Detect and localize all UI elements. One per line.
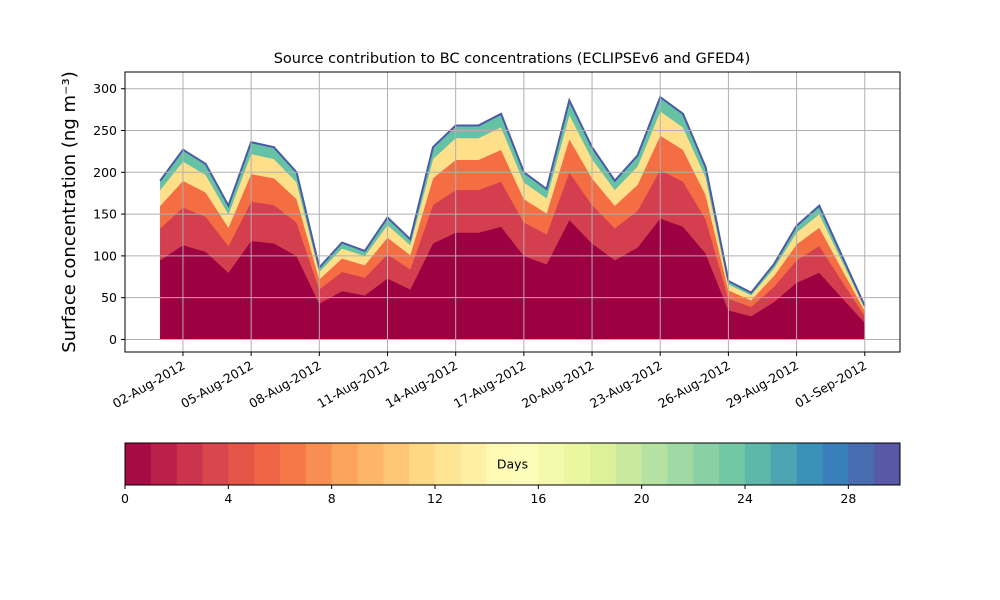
colorbar-tick-label: 20 xyxy=(634,491,650,506)
x-tick-label: 01-Sep-2012 xyxy=(792,358,869,411)
x-tick-label: 08-Aug-2012 xyxy=(246,358,324,411)
colorbar-tick-label: 16 xyxy=(530,491,546,506)
colorbar-tick-label: 4 xyxy=(224,491,232,506)
top-outline xyxy=(159,95,866,307)
colorbar-frame xyxy=(124,442,901,486)
colorbar-tick-label: 12 xyxy=(427,491,443,506)
x-tick-label: 05-Aug-2012 xyxy=(178,358,256,411)
colorbar-bin xyxy=(305,443,333,485)
y-axis-label: Surface concentration (ng m⁻³) xyxy=(59,71,80,353)
y-tick-label: 200 xyxy=(93,165,117,180)
colorbar-bin xyxy=(280,443,307,485)
colorbar-bin xyxy=(719,443,746,485)
colorbar-label: Days xyxy=(497,457,528,472)
y-tick-label: 250 xyxy=(93,123,117,138)
x-tick-label: 02-Aug-2012 xyxy=(110,358,188,411)
colorbar-bin xyxy=(693,443,720,485)
x-tick-label: 29-Aug-2012 xyxy=(724,358,802,411)
y-tick-label: 0 xyxy=(109,332,117,347)
colorbar-bin xyxy=(228,443,255,485)
y-tick-label: 300 xyxy=(93,81,117,96)
x-tick-label: 14-Aug-2012 xyxy=(383,358,461,411)
colorbar-bin xyxy=(383,443,410,485)
colorbar-tick-label: 0 xyxy=(121,491,129,506)
x-tick-label: 20-Aug-2012 xyxy=(519,358,597,411)
x-tick-label: 11-Aug-2012 xyxy=(314,358,392,411)
colorbar-bin xyxy=(331,443,358,485)
y-tick-label: 100 xyxy=(93,248,117,263)
x-tick-label: 23-Aug-2012 xyxy=(587,358,665,411)
x-tick-label: 17-Aug-2012 xyxy=(451,358,529,411)
colorbar-bin xyxy=(874,443,901,485)
colorbar-bin xyxy=(745,443,772,485)
colorbar-bin xyxy=(460,443,488,485)
colorbar-bin xyxy=(590,443,617,485)
colorbar-bin xyxy=(564,443,591,485)
colorbar-bin xyxy=(796,443,823,485)
colorbar-bin xyxy=(770,443,798,485)
colorbar-tick-label: 24 xyxy=(737,491,753,506)
colorbar-bin xyxy=(150,443,178,485)
colorbar-bin xyxy=(822,443,849,485)
colorbar-bin xyxy=(512,443,539,485)
colorbar-tick-label: 8 xyxy=(328,491,336,506)
y-tick-label: 150 xyxy=(93,207,117,222)
colorbar-bin xyxy=(486,443,513,485)
x-tick-label: 26-Aug-2012 xyxy=(655,358,733,411)
colorbar-bin xyxy=(848,443,875,485)
colorbar-bin xyxy=(125,443,152,485)
chart-title: Source contribution to BC concentrations… xyxy=(274,51,751,67)
plot-frame xyxy=(124,71,901,353)
colorbar-bin xyxy=(254,443,281,485)
colorbar-bin xyxy=(202,443,229,485)
colorbar-bin xyxy=(667,443,694,485)
colorbar-bin xyxy=(409,443,436,485)
colorbar-tick-label: 28 xyxy=(840,491,856,506)
colorbar-bin xyxy=(538,443,565,485)
colorbar-bin xyxy=(357,443,384,485)
colorbar-bin xyxy=(615,443,643,485)
colorbar-bin xyxy=(641,443,668,485)
colorbar-bin xyxy=(176,443,203,485)
y-tick-label: 50 xyxy=(101,290,117,305)
colorbar-bin xyxy=(435,443,462,485)
